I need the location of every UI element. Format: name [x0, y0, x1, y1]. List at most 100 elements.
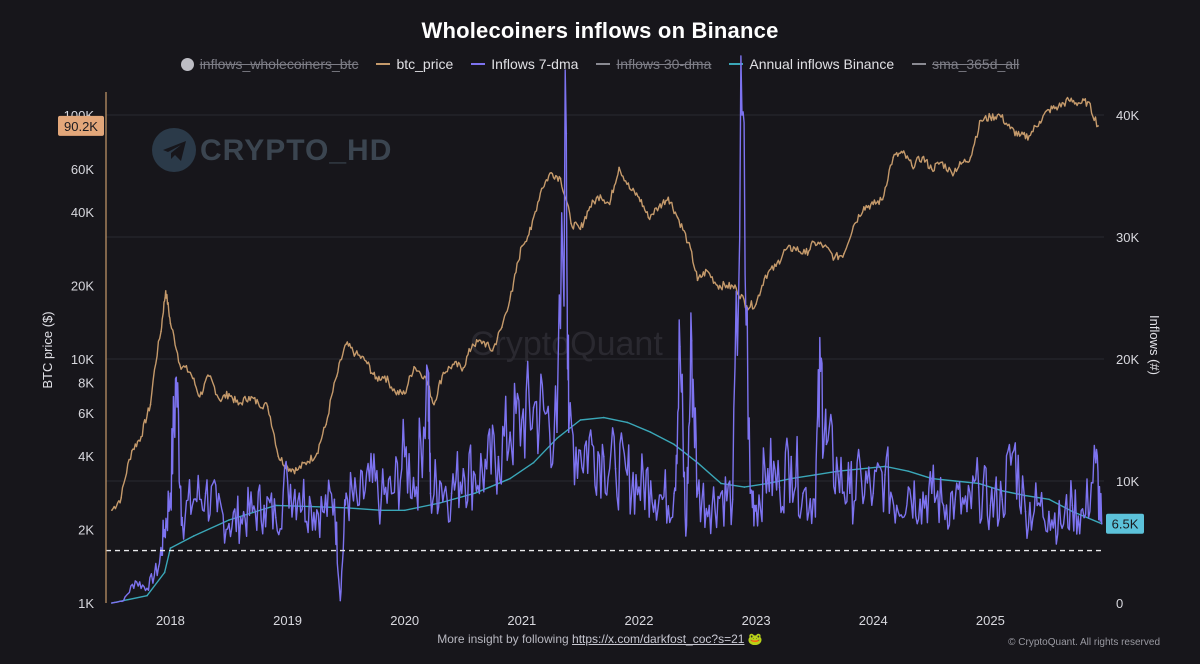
inflows-7dma-line-point: [685, 535, 687, 537]
annual-inflows-line-point: [743, 486, 746, 488]
btc-price-line-point: [696, 279, 699, 282]
inflows-7dma-line-point: [333, 498, 336, 501]
btc-price-line-point: [618, 166, 620, 169]
footer-prefix: More insight by following: [437, 632, 569, 646]
btc-price-line-point: [325, 423, 328, 426]
annual-inflows-line-point: [603, 416, 605, 419]
price-badge-bg: [58, 115, 104, 136]
inflows-7dma-line-point: [556, 431, 558, 434]
inflows-7dma-line-point: [497, 455, 500, 458]
btc-price-line-point: [218, 399, 221, 401]
btc-price-line-point: [1097, 125, 1099, 127]
legend-item[interactable]: inflows_wholecoiners_btc: [180, 56, 359, 72]
btc-price-line-point: [365, 360, 367, 362]
chart-title: Wholecoiners inflows on Binance: [421, 18, 779, 43]
btc-price-line-point: [892, 156, 894, 159]
inflows-7dma-line-point: [755, 504, 757, 507]
annual-inflows-line-point: [345, 507, 347, 509]
legend: inflows_wholecoiners_btc btc_price Inflows…: [0, 56, 1200, 72]
btc-price-line-point: [1009, 127, 1012, 130]
legend-label: Inflows 30-dma: [616, 56, 712, 72]
btc-price-line-point: [1086, 101, 1089, 103]
btc-price-line-point: [403, 393, 406, 395]
btc-price-line-point: [570, 222, 572, 225]
x-tick-label: 2019: [273, 613, 302, 628]
legend-item[interactable]: sma_365d_all: [912, 56, 1019, 72]
annual-inflows-line-point: [579, 419, 582, 421]
inflows-7dma-line-point: [872, 492, 875, 495]
inflows-7dma-line-point: [989, 504, 992, 507]
inflows-7dma-line-point: [802, 492, 804, 495]
legend-item[interactable]: btc_price: [376, 56, 453, 72]
legend-marker: [180, 57, 194, 71]
btc-price-line-point: [921, 156, 924, 159]
x-tick-label: 2025: [976, 613, 1005, 628]
inflows-7dma-line-point: [228, 522, 230, 525]
legend-label: inflows_wholecoiners_btc: [199, 56, 359, 72]
annual-inflows-line-point: [146, 594, 148, 597]
inflows-7dma-line-point: [1095, 461, 1097, 464]
annual-inflows-line-point: [673, 443, 675, 446]
legend-item[interactable]: Annual inflows Binance: [729, 56, 894, 72]
inflows-7dma-line-point: [790, 455, 793, 458]
inflows-7dma-line-point: [966, 510, 968, 513]
inflows-7dma-line-point: [1036, 504, 1039, 507]
btc-price-line-point: [706, 269, 708, 272]
inflows-7dma-line-point: [368, 480, 371, 482]
inflows-7dma-line-point: [403, 455, 406, 458]
btc-price-line-point: [120, 496, 123, 499]
inflows-7dma-series: [111, 55, 1103, 604]
inflows-7dma-line-point: [111, 602, 113, 604]
btc-price-line-point: [296, 469, 298, 472]
btc-price-line-point: [647, 216, 650, 219]
legend-item[interactable]: Inflows 30-dma: [596, 56, 711, 72]
inflows-7dma-line-point: [298, 492, 301, 495]
btc-price-line-point: [130, 450, 133, 452]
annual-inflows-line-point: [474, 492, 476, 495]
crypto-hd-watermark: CRYPTO_HD: [200, 134, 392, 167]
btc-price-line-point: [453, 363, 455, 366]
inflows-7dma-line-point: [954, 498, 957, 501]
btc-price-line-point: [482, 340, 484, 343]
btc-price-line-point: [257, 402, 260, 404]
btc-price-line-point: [1077, 102, 1080, 104]
inflows-7dma-line-point: [1013, 449, 1015, 452]
inflows-7dma-line-point: [204, 492, 207, 495]
btc-price-line-point: [579, 228, 582, 231]
btc-price-line-point: [833, 256, 836, 259]
btc-price-line-point: [775, 265, 777, 268]
annual-inflows-line-point: [556, 437, 558, 440]
x-tick-label: 2018: [156, 613, 185, 628]
inflows-7dma-line-point: [251, 510, 254, 513]
annual-inflows-series: [111, 416, 1103, 604]
inflows-7dma-line-point: [567, 431, 570, 434]
legend-item[interactable]: Inflows 7-dma: [471, 56, 578, 72]
btc-price-line-point: [628, 187, 631, 190]
btc-price-line-point: [813, 241, 816, 244]
inflow-badge-bg: [1106, 513, 1144, 534]
footer: More insight by following https://x.com/…: [0, 632, 1200, 646]
btc-price-line-point: [433, 403, 435, 406]
btc-price-line-point: [784, 249, 787, 251]
inflows-7dma-line-point: [860, 480, 863, 482]
inflows-7dma-line-point: [216, 510, 219, 513]
footer-link[interactable]: https://x.com/darkfost_coc?s=21: [572, 632, 745, 646]
inflows-7dma-line-point: [778, 486, 781, 488]
btc-price-line-point: [189, 371, 192, 374]
btc-price-line-point: [550, 171, 552, 174]
inflows-7dma-line-point: [357, 504, 359, 507]
btc-price-line-point: [511, 290, 514, 292]
inflows-7dma-line-point: [175, 376, 178, 379]
x-tick-label: 2021: [507, 613, 536, 628]
right-tick-label: 0: [1116, 596, 1123, 611]
annual-inflows-line-point: [228, 519, 230, 521]
inflows-7dma-line-point: [275, 516, 277, 519]
btc-price-line-point: [164, 290, 167, 292]
inflows-7dma-line-point: [837, 474, 839, 476]
btc-price-line-point: [931, 168, 933, 170]
btc-price-line-point: [140, 435, 142, 438]
inflows-7dma-line-point: [169, 492, 172, 495]
btc-price-line-point: [755, 303, 757, 305]
legend-label: Annual inflows Binance: [749, 56, 895, 72]
